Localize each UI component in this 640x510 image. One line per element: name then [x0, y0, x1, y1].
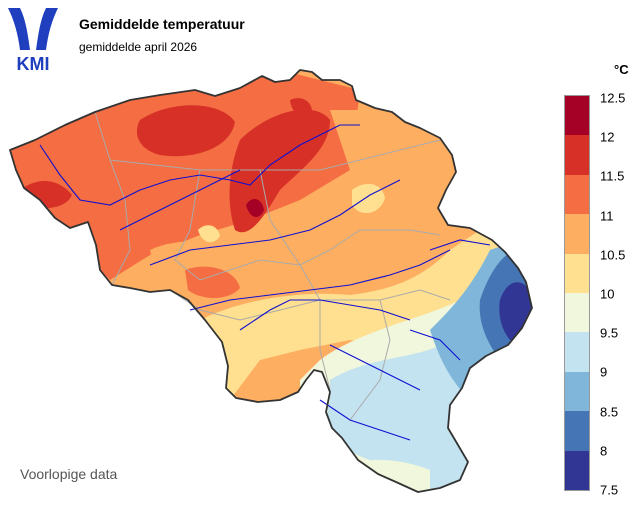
map-subtitle: gemiddelde april 2026 [79, 40, 198, 54]
legend-swatch [565, 371, 589, 412]
legend-tick-label: 9.5 [600, 325, 619, 341]
legend-tick-label: 12.5 [600, 90, 626, 106]
legend-tick-label: 10.5 [600, 247, 626, 263]
legend-unit: °C [614, 62, 629, 77]
legend-tick-label: 11 [600, 208, 614, 224]
legend-tick-label: 9 [600, 364, 608, 380]
kmi-logo: KMI [6, 6, 60, 74]
legend-swatch [565, 332, 589, 372]
legend-swatch [565, 293, 589, 333]
legend-swatch [565, 135, 589, 175]
legend-swatch [565, 253, 589, 294]
legend-swatch [565, 411, 589, 451]
legend-tick-label: 8 [600, 443, 608, 459]
legend-tick-label: 8.5 [600, 404, 619, 420]
svg-text:KMI: KMI [17, 54, 50, 72]
legend-swatch [565, 174, 589, 215]
legend-swatch [565, 214, 589, 254]
legend-tick-label: 11.5 [600, 168, 625, 184]
legend-tick-label: 7.5 [600, 482, 619, 498]
temperature-map [0, 60, 545, 505]
legend-swatch [565, 96, 589, 136]
map-title: Gemiddelde temperatuur [79, 16, 245, 32]
legend-tick-label: 12 [600, 129, 615, 145]
legend-swatch [565, 450, 589, 491]
legend-tick-label: 10 [600, 286, 615, 302]
preliminary-data-note: Voorlopige data [20, 466, 118, 482]
legend-color-bar [564, 95, 590, 491]
